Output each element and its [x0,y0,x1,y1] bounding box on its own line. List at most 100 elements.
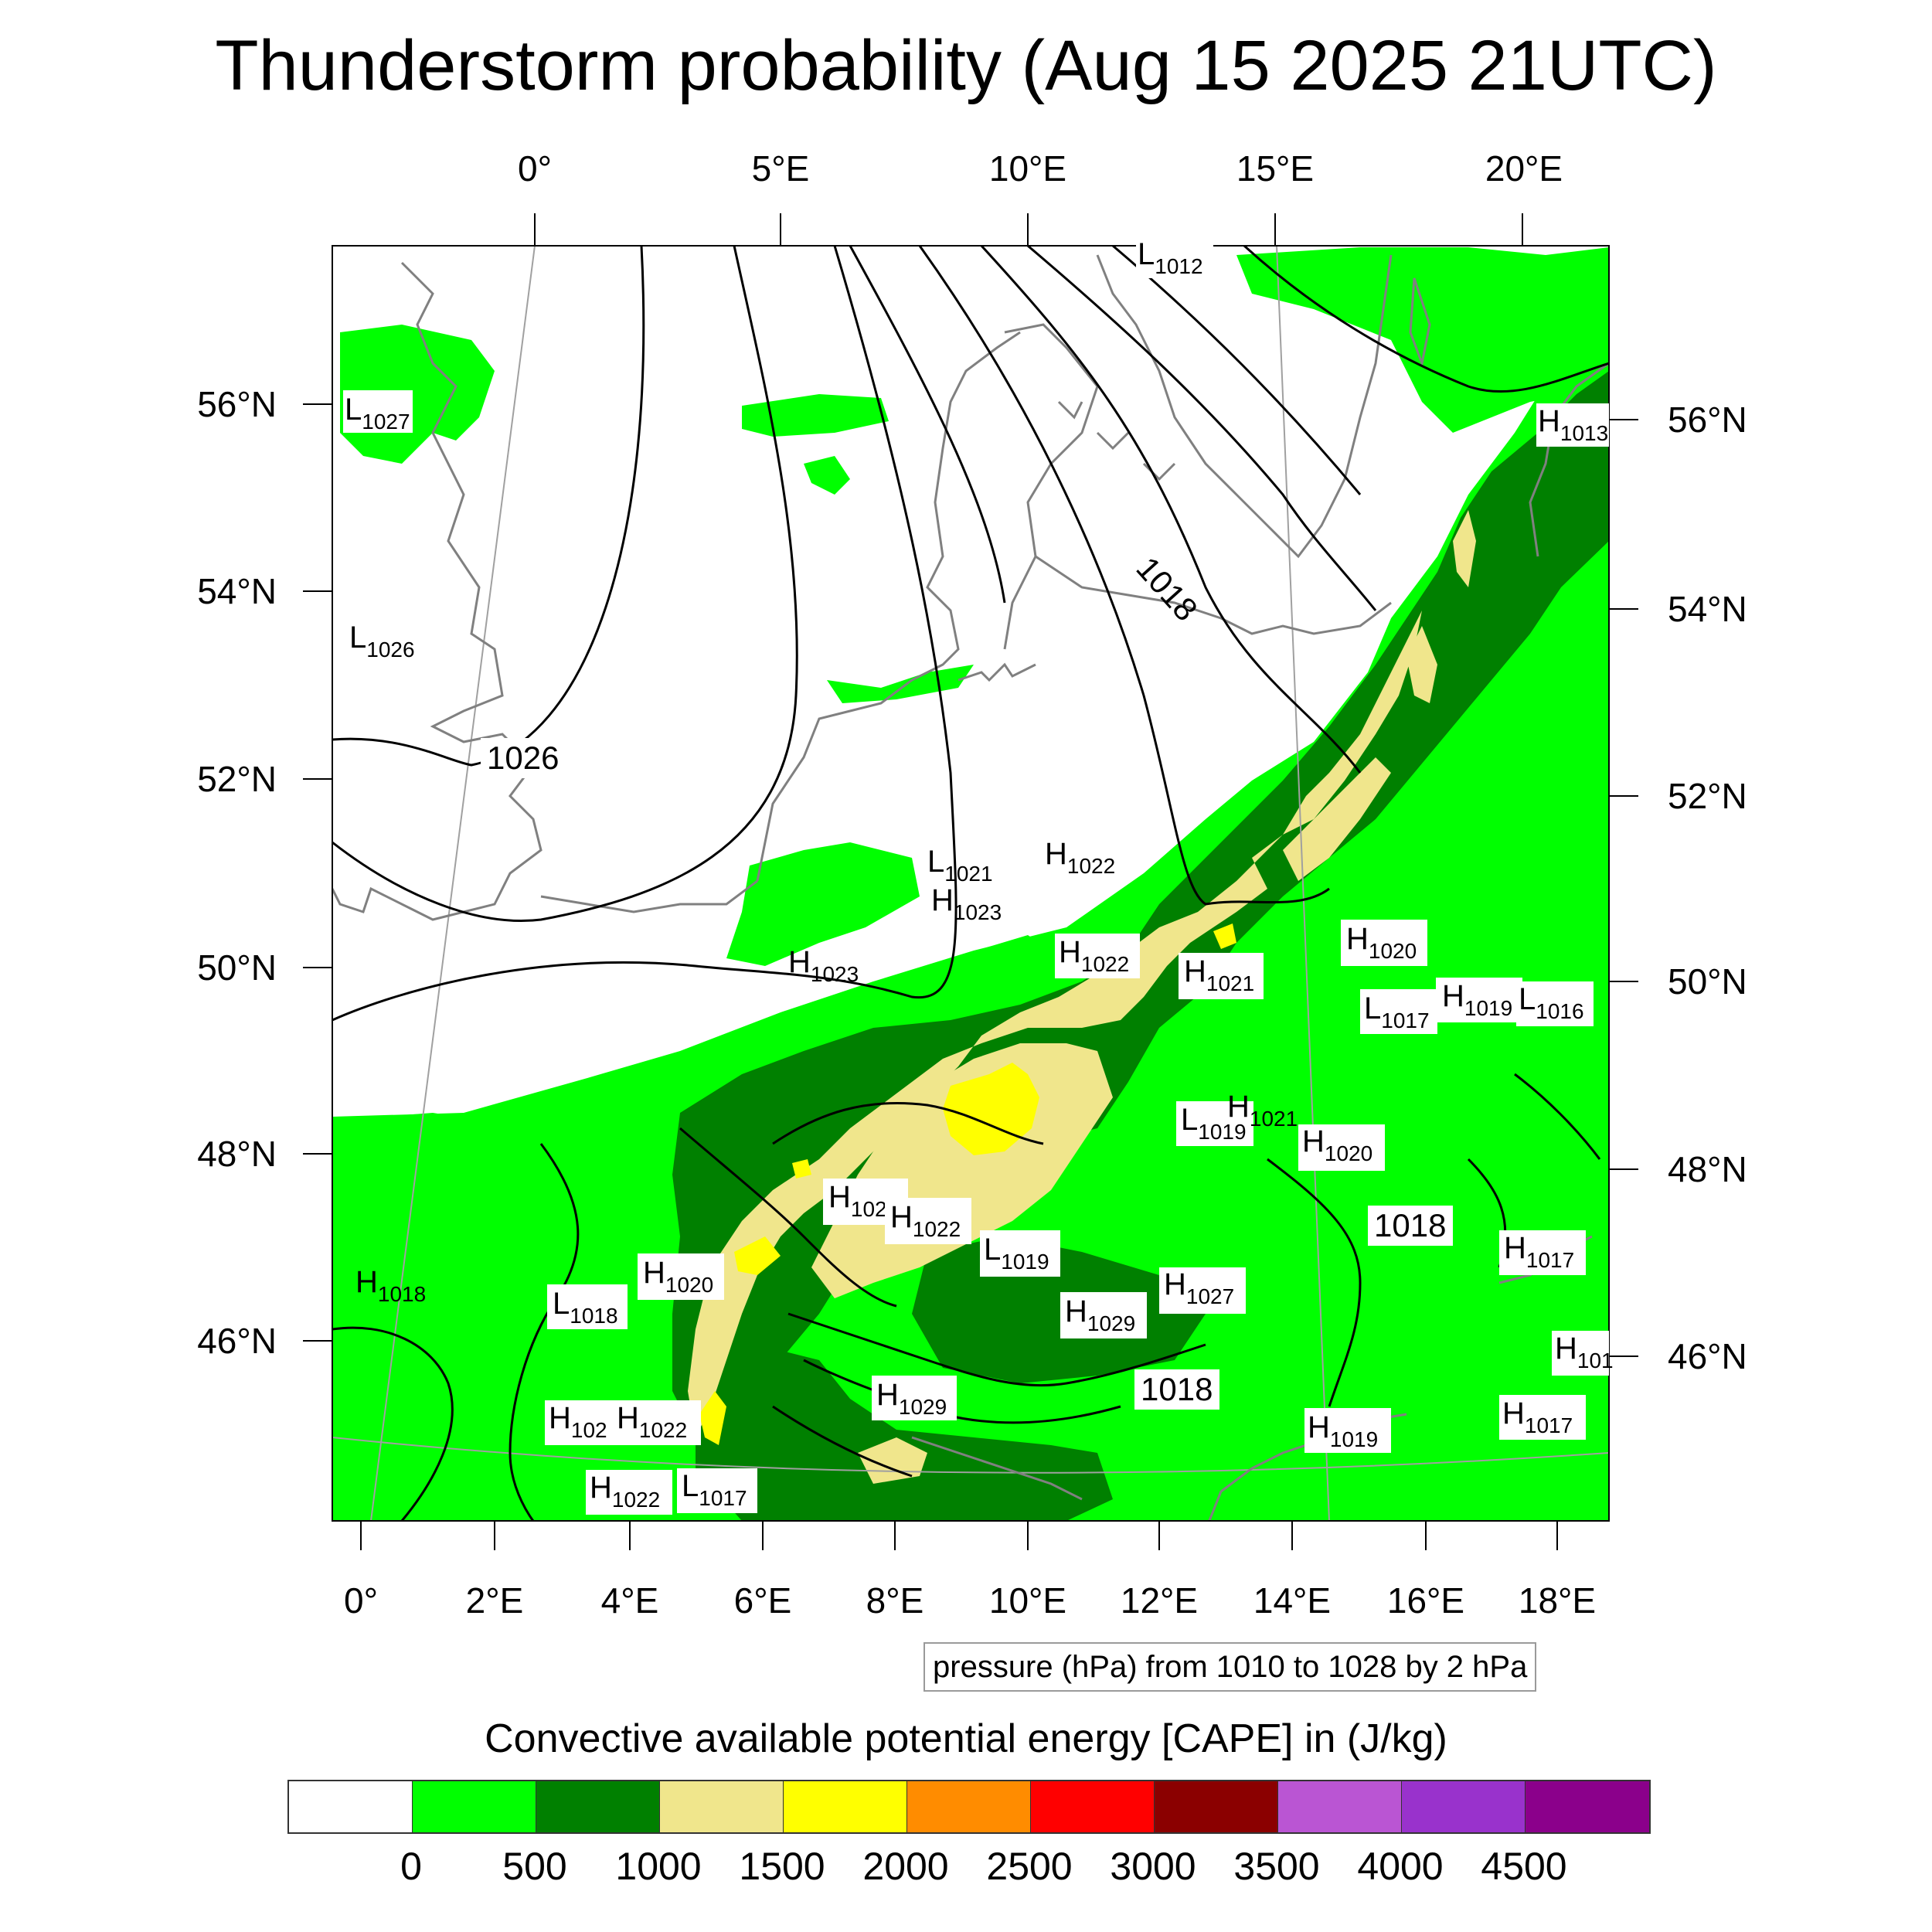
isobar-1024 [332,246,798,923]
pressure-center: H1022 [586,1470,672,1515]
colorbar-swatch [1031,1781,1155,1832]
right-lat-label: 54°N [1668,589,1747,629]
pressure-center: L1019 [1176,1101,1253,1146]
contour-info-box: pressure (hPa) from 1010 to 1028 by 2 hP… [923,1642,1537,1692]
colorbar-swatch [784,1781,907,1832]
pressure-center: H1022 [1045,837,1115,878]
isobar-1016 [980,246,1362,774]
pressure-center: H1018 [355,1265,426,1306]
pressure-center: H101 [1552,1331,1614,1376]
pressure-center: H1022 [1055,934,1140,978]
svg-text:L1018: L1018 [553,1287,618,1328]
bottom-lon-label: 0° [344,1580,378,1621]
pressure-center: L1026 [349,621,415,662]
svg-text:H1027: H1027 [1164,1267,1234,1308]
right-lat-label: 48°N [1668,1149,1747,1189]
left-lat-label: 48°N [197,1134,277,1174]
bottom-lon-label: 4°E [600,1580,659,1621]
svg-text:H1029: H1029 [1065,1294,1135,1335]
cape-1500-2000-ne [1213,923,1236,949]
svg-text:1026: 1026 [487,740,559,776]
svg-text:H1022: H1022 [1059,935,1129,976]
colorbar-tick-label: 2000 [862,1845,949,1888]
colorbar-swatch [1526,1781,1649,1832]
coastline-gotland [1409,277,1431,368]
isobar-alps-1 [787,1312,1206,1387]
svg-text:H1013: H1013 [1538,404,1608,445]
isobar-1026 [332,246,645,767]
svg-text:H1020: H1020 [1302,1124,1372,1165]
svg-text:H1029: H1029 [876,1378,947,1419]
pressure-center: L1018 [547,1284,628,1329]
colorbar-tick-label: 500 [502,1845,567,1888]
tick-marks [303,213,1638,1550]
svg-text:H1023: H1023 [931,883,1002,924]
coastline-france [540,879,758,913]
top-lon-label: 5°E [751,148,810,189]
pressure-center: H1017 [1499,1395,1586,1440]
svg-text:L1016: L1016 [1519,982,1584,1023]
cape-0-500-mid-patch-2 [927,935,1051,989]
colorbar-swatch [660,1781,784,1832]
colorbar-swatch [1278,1781,1402,1832]
colorbar-tick-label: 4000 [1357,1845,1444,1888]
pressure-center: H1020 [1298,1124,1385,1171]
pressure-centers: L1027 L1026 L1012 H1013 L1021 H1022 H102… [343,237,1614,1515]
isobar-layer [332,246,1609,1521]
svg-text:L1021: L1021 [927,845,993,886]
bottom-lon-label: 2°E [465,1580,524,1621]
isobar-1020 [849,246,1006,604]
pressure-center: H1019 [1436,978,1522,1022]
bottom-lon-label: 8°E [866,1580,924,1621]
coastline-sweden [1096,254,1393,559]
colorbar-tick-label: 3000 [1110,1845,1196,1888]
pressure-center: H1013 [1536,403,1609,447]
colorbar-tick-label: 1000 [615,1845,702,1888]
pressure-center: L1016 [1516,981,1594,1026]
isobar-label: 1018 [1368,1206,1453,1246]
svg-text:L1019: L1019 [984,1233,1049,1274]
pressure-center: H1023 [931,883,1002,924]
cape-1000-1500-band [688,611,1422,1437]
svg-text:H1022: H1022 [890,1200,961,1241]
coastline-lowcountries [756,331,1021,882]
top-lon-label: 15°E [1236,148,1315,189]
colorbar-tick-label: 3500 [1233,1845,1320,1888]
pressure-center: H1021 [1179,953,1264,999]
svg-text:H1023: H1023 [788,945,859,986]
svg-text:H1017: H1017 [1502,1396,1573,1437]
svg-text:H1021: H1021 [1227,1090,1298,1131]
cape-1000-1500-east [1283,757,1391,881]
bottom-lon-label: 12°E [1120,1580,1199,1621]
svg-text:H101: H101 [1555,1332,1614,1372]
bottom-lon-label: 6°E [733,1580,792,1621]
bottom-lon-label: 14°E [1253,1580,1332,1621]
svg-text:H1022: H1022 [617,1401,687,1442]
svg-text:H1018: H1018 [355,1265,426,1306]
right-lat-label: 50°N [1668,961,1747,1002]
top-lon-label: 20°E [1485,148,1563,189]
pressure-center: L1017 [677,1468,757,1513]
pressure-center: H1020 [638,1253,724,1300]
colorbar-swatch [907,1781,1031,1832]
left-lat-label: 50°N [197,947,277,988]
cape-1500-2000-west [734,1236,781,1275]
coastline-denmark [1003,323,1099,650]
isobar-1014 [1027,246,1377,611]
pressure-center: H1019 [1304,1408,1391,1453]
pressure-center: L1027 [343,390,413,434]
isobar-south-2 [332,1326,454,1521]
colorbar [287,1780,1651,1834]
coastline-layer [332,254,1609,1521]
isobar-mid-1 [679,1127,897,1308]
colorbar-swatch [289,1781,413,1832]
pressure-center: H1023 [788,945,859,986]
svg-text:1018: 1018 [1374,1207,1446,1243]
colorbar-tick-label: 1500 [739,1845,825,1888]
cape-0-500-coast-patch [804,456,850,495]
colorbar-swatch [1402,1781,1526,1832]
colorbar-tick-label: 4500 [1481,1845,1567,1888]
pressure-center: H1027 [1159,1267,1246,1314]
svg-text:H1022: H1022 [1045,837,1115,878]
